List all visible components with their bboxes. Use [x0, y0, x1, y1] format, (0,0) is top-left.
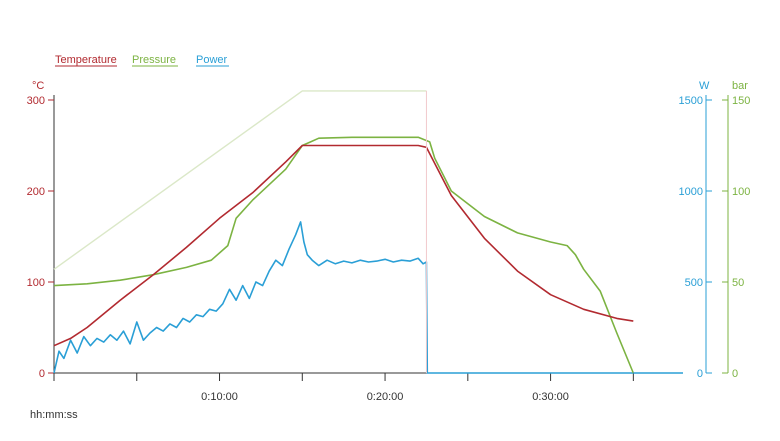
- y-power-tick-label: 0: [697, 368, 703, 380]
- legend-pressure: Pressure: [132, 54, 176, 66]
- left-unit-label: °C: [32, 80, 44, 92]
- y-power-tick-label: 1000: [679, 186, 703, 198]
- y-left-tick-label: 100: [27, 277, 45, 289]
- power-unit-label: W: [699, 80, 710, 92]
- y-pressure-tick-label: 50: [732, 277, 744, 289]
- pressure-unit-label: bar: [732, 80, 748, 92]
- y-pressure-tick-label: 0: [732, 368, 738, 380]
- legend-temperature: Temperature: [55, 54, 117, 66]
- series-pressure-setpoint-line: [53, 90, 427, 270]
- x-tick-label: 0:20:00: [367, 391, 404, 403]
- series-power-line: [53, 221, 634, 374]
- y-power-tick-label: 500: [685, 277, 703, 289]
- x-tick-label: 0:10:00: [201, 391, 238, 403]
- y-power-tick-label: 1500: [679, 95, 703, 107]
- legend: Temperature Pressure Power: [55, 54, 229, 67]
- series-pressure-line: [53, 136, 635, 374]
- y-left-tick-label: 200: [27, 186, 45, 198]
- y-pressure-tick-label: 150: [732, 95, 750, 107]
- x-axis-label: hh:mm:ss: [30, 409, 78, 421]
- legend-power: Power: [196, 54, 228, 66]
- series-temperature-line: [53, 144, 634, 347]
- y-left-tick-label: 300: [27, 95, 45, 107]
- y-left-tick-label: 0: [39, 368, 45, 380]
- y-pressure-tick-label: 100: [732, 186, 750, 198]
- x-tick-label: 0:30:00: [532, 391, 569, 403]
- series-lines: [53, 90, 683, 374]
